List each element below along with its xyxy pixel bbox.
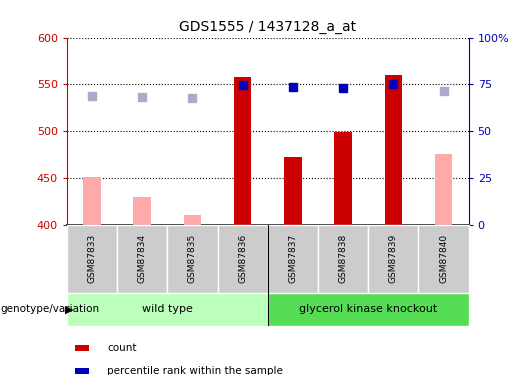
Text: GSM87839: GSM87839: [389, 234, 398, 284]
Bar: [67, 225, 117, 292]
Bar: [268, 225, 318, 292]
Bar: [83, 177, 101, 225]
Bar: [318, 225, 368, 292]
Text: genotype/variation: genotype/variation: [0, 304, 99, 314]
Bar: [385, 75, 402, 225]
Text: percentile rank within the sample: percentile rank within the sample: [107, 366, 283, 375]
Text: glycerol kinase knockout: glycerol kinase knockout: [299, 304, 437, 314]
Bar: [234, 77, 251, 225]
Bar: [284, 157, 302, 225]
Text: wild type: wild type: [142, 304, 193, 314]
Text: GSM87833: GSM87833: [88, 234, 96, 284]
Text: GSM87837: GSM87837: [288, 234, 297, 284]
Bar: [268, 292, 469, 326]
Bar: [218, 225, 268, 292]
Bar: [75, 345, 90, 351]
Text: GSM87834: GSM87834: [138, 234, 147, 284]
Bar: [117, 225, 167, 292]
Text: GSM87836: GSM87836: [238, 234, 247, 284]
Bar: [334, 132, 352, 225]
Title: GDS1555 / 1437128_a_at: GDS1555 / 1437128_a_at: [179, 20, 356, 34]
Text: count: count: [107, 343, 136, 353]
Text: GSM87835: GSM87835: [188, 234, 197, 284]
Bar: [167, 225, 217, 292]
Bar: [75, 368, 90, 374]
Text: ▶: ▶: [65, 304, 74, 314]
Text: GSM87840: GSM87840: [439, 234, 448, 284]
Bar: [184, 214, 201, 225]
Text: GSM87838: GSM87838: [339, 234, 348, 284]
Bar: [435, 154, 452, 225]
Bar: [67, 292, 268, 326]
Bar: [418, 225, 469, 292]
Bar: [368, 225, 418, 292]
Bar: [133, 197, 151, 225]
